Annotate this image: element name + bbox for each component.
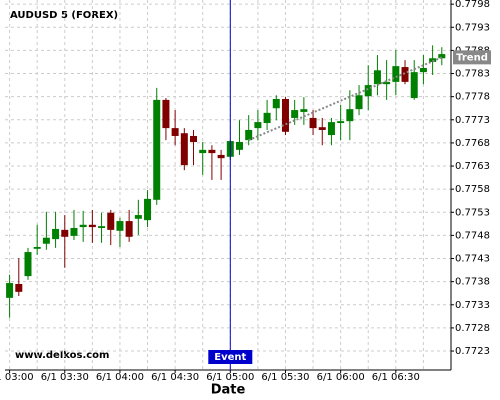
candle-body [401,67,409,82]
y-tick-label: 0.7743 [455,254,490,265]
candle-body [190,135,198,142]
x-axis-label: Date [211,383,246,398]
y-tick-label: 0.7768 [455,138,490,149]
candle-body [116,221,124,231]
candle-body [419,67,427,73]
y-tick-label: 0.7773 [455,115,490,126]
candle-body [15,283,23,292]
candle-body [438,54,446,59]
candle-body [208,149,216,154]
trend-line [248,56,443,142]
watermark: www.delkos.com [15,350,109,361]
y-tick-label: 0.7758 [455,184,490,195]
candle-body [107,212,115,230]
candle-body [392,66,400,82]
candle-body [235,141,243,150]
y-tick-label: 0.7763 [455,161,490,172]
candle-body [318,127,326,130]
x-tick-label: 6/1 05:00 [206,372,254,383]
candle-body [33,246,41,249]
candle-body [52,228,60,240]
y-tick-label: 0.7798 [455,0,490,10]
y-tick-label: 0.7728 [455,323,490,334]
candle-body [125,221,133,237]
x-tick-label: 6/1 04:30 [151,372,199,383]
event-label-box [208,350,253,364]
candle-body [24,252,32,277]
x-tick-label: 6/1 06:30 [372,372,420,383]
event-label: Event [214,352,246,363]
candle-body [263,112,271,124]
candle-body [300,109,308,112]
x-tick-label: 6/1 03:00 [0,372,34,383]
candle-body [254,122,262,129]
y-tick-label: 0.7748 [455,230,490,241]
candle-body [98,226,106,229]
candle-body [346,109,354,122]
y-tick-label: 0.7723 [455,346,490,357]
candle-body [272,98,280,109]
trend-label: Trend [456,52,488,63]
x-tick-label: 6/1 06:00 [317,372,365,383]
candle-body [281,98,289,132]
candle-body [162,99,170,129]
y-tick-label: 0.7778 [455,92,490,103]
candle-body [355,95,363,110]
candle-body [180,133,188,166]
y-tick-label: 0.7733 [455,300,490,311]
candle-body [309,117,317,129]
candle-body [171,128,179,136]
candle-body [144,198,152,221]
y-tick-label: 0.7753 [455,207,490,218]
candle-body [245,129,253,141]
candle-body [70,228,78,236]
y-tick-label: 0.7738 [455,277,490,288]
candle-body [153,99,161,200]
candle-body [364,85,372,97]
candle-body [199,149,207,154]
candle-body [337,121,345,124]
candle-body [429,58,437,62]
candle-body [217,154,225,159]
x-tick-label: 6/1 04:00 [96,372,144,383]
candle-body [291,110,299,118]
trend-label-box [453,50,491,65]
x-tick-label: 6/1 05:30 [261,372,309,383]
candle-body [88,224,96,228]
candle-body [134,215,142,219]
chart-title: AUDUSD 5 (FOREX) [10,10,118,21]
y-tick-label: 0.7793 [455,22,490,33]
candle-body [6,283,14,298]
y-tick-label: 0.7783 [455,69,490,80]
candle-body [327,122,335,136]
candle-body [79,224,87,228]
candle-body [383,81,391,85]
candle-body [373,70,381,85]
candle-body [42,237,50,244]
candle-body [61,229,69,237]
candle-body [410,72,418,99]
x-tick-label: 6/1 03:30 [41,372,89,383]
